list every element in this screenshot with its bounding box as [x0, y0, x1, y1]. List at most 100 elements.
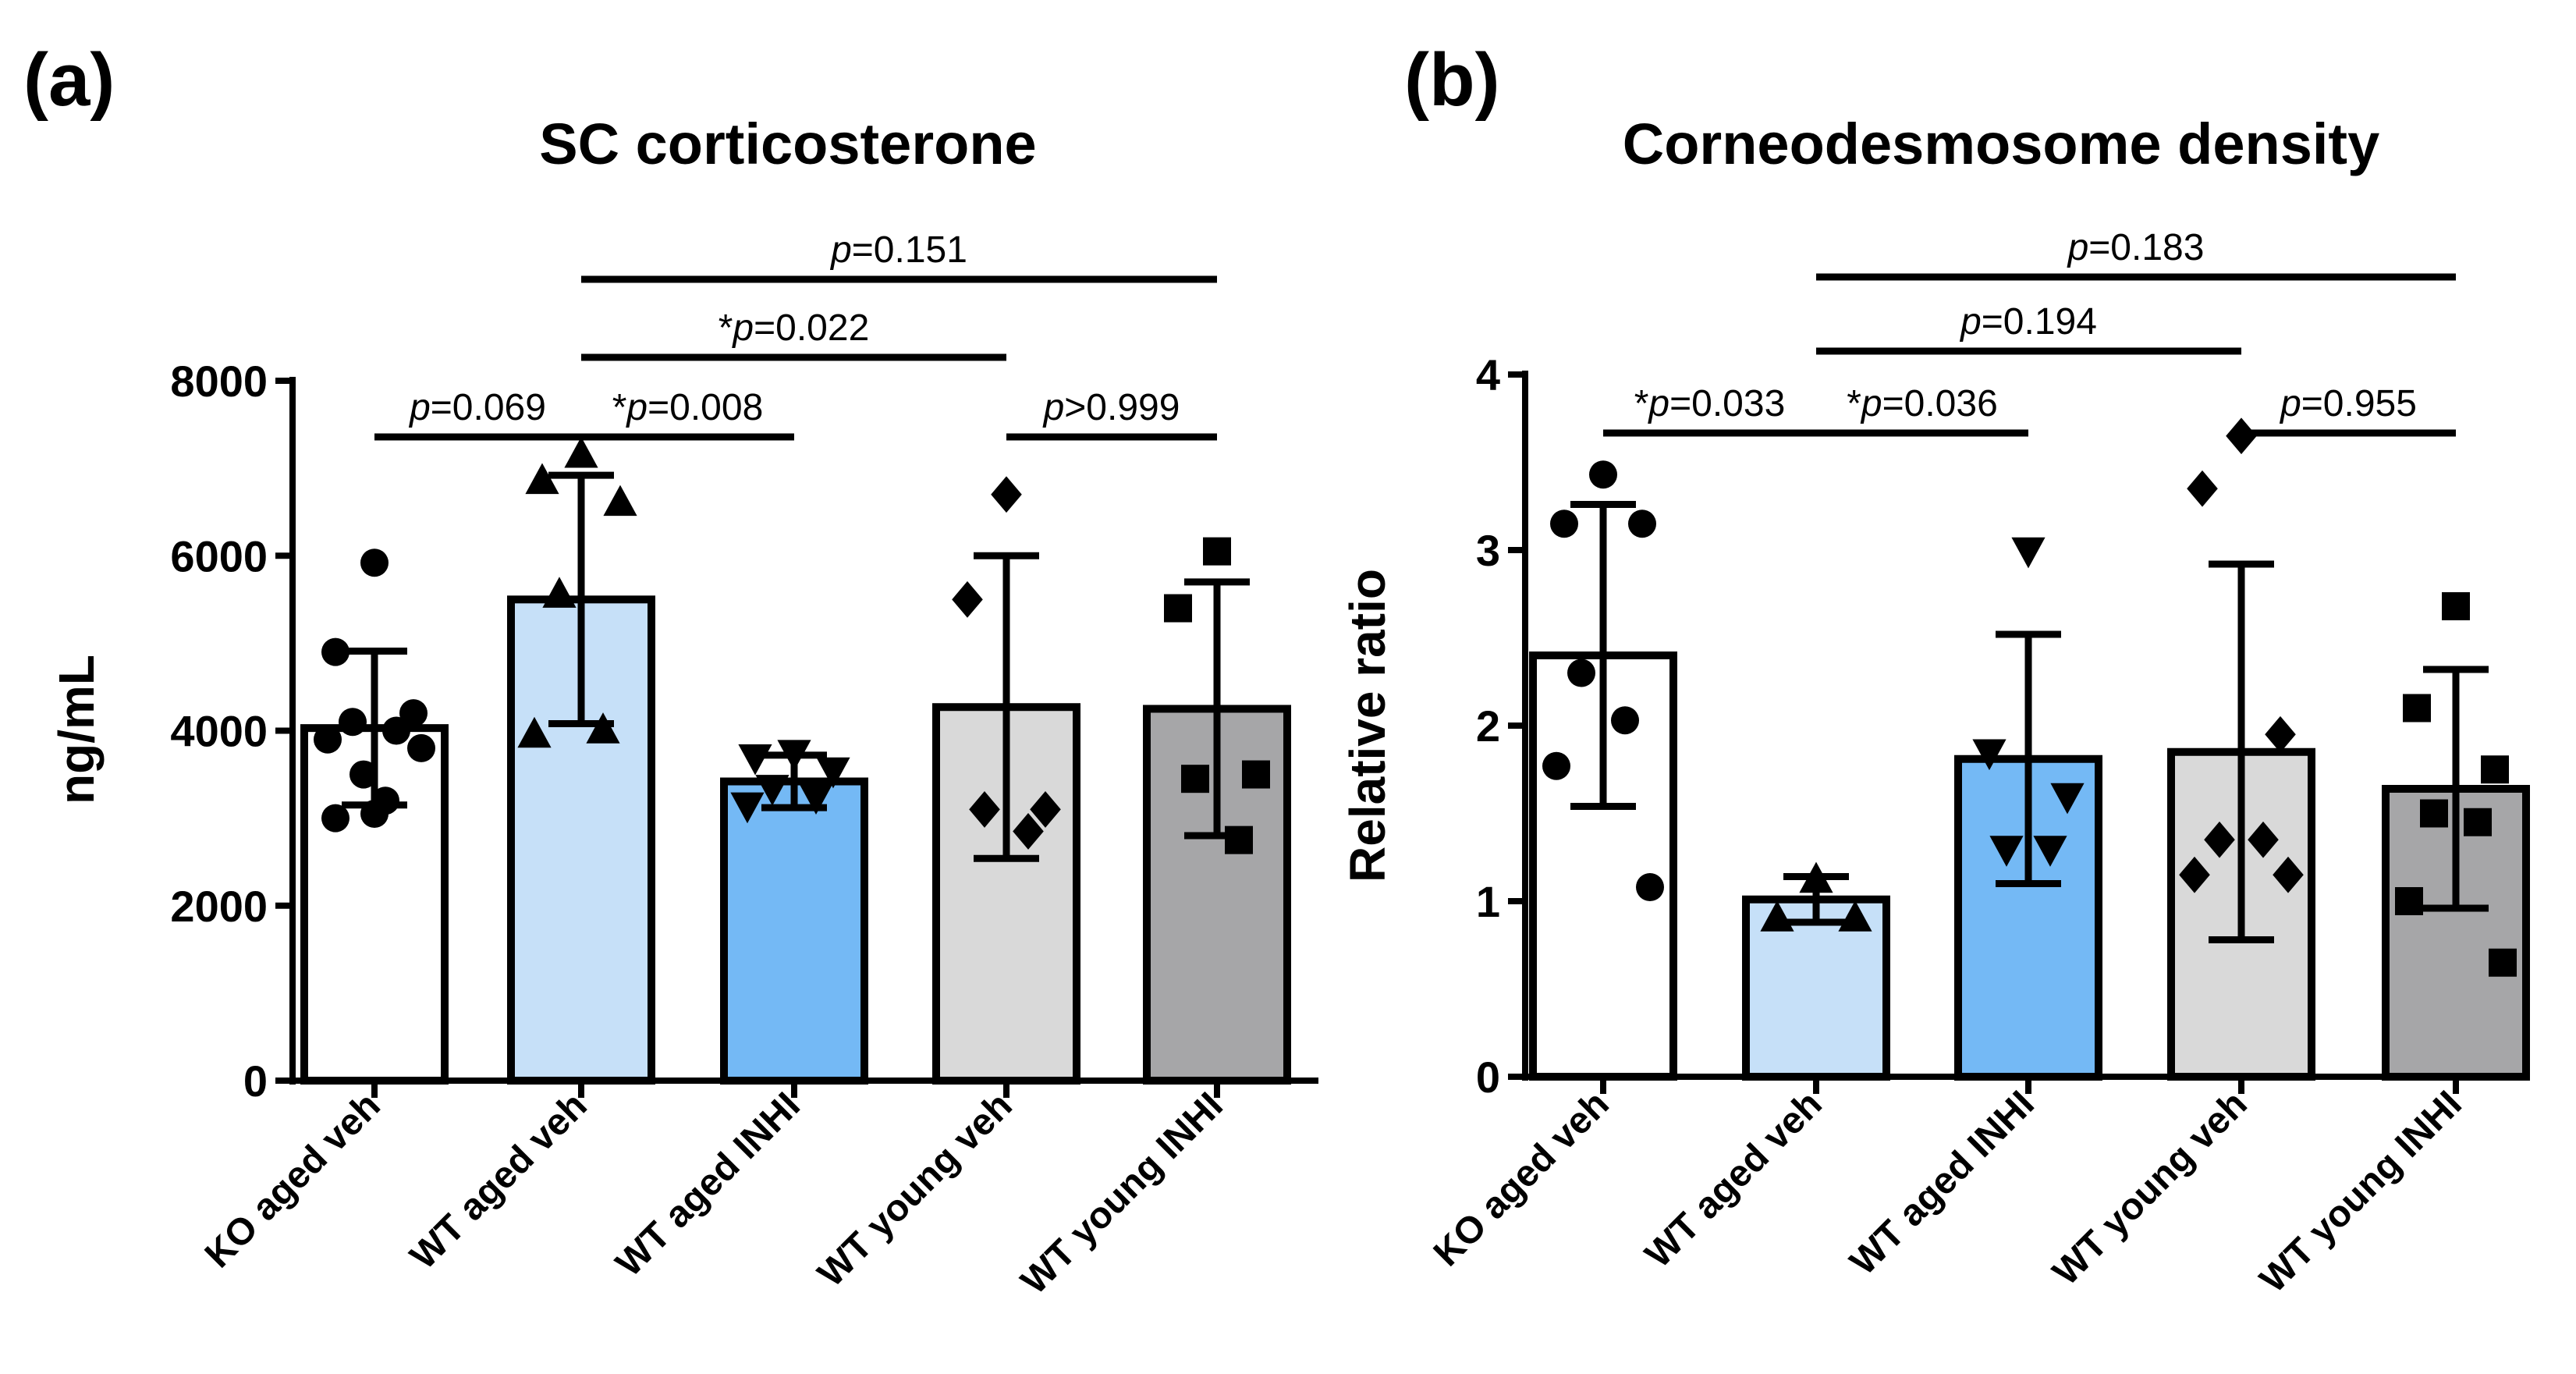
data-point	[2011, 537, 2046, 569]
x-category-label: KO aged veh	[197, 1085, 389, 1276]
data-point	[542, 577, 577, 608]
data-point	[969, 791, 1000, 828]
y-tick-label: 2	[1476, 701, 1500, 751]
data-point	[1550, 509, 1578, 538]
data-point	[1203, 537, 1231, 566]
data-point	[1972, 739, 2007, 771]
y-tick-label: 0	[243, 1056, 268, 1106]
y-axis-label: Relative ratio	[1339, 569, 1396, 882]
data-point	[755, 775, 789, 806]
data-point	[1225, 825, 1253, 854]
data-point	[2033, 836, 2067, 867]
data-point	[1989, 836, 2024, 867]
data-point	[349, 760, 378, 789]
data-point	[816, 757, 850, 789]
data-point	[2464, 808, 2492, 836]
data-point	[321, 804, 349, 833]
data-point	[1542, 751, 1570, 780]
data-point	[2395, 887, 2423, 915]
x-category-label: WT young veh	[2045, 1083, 2255, 1293]
data-point	[1760, 900, 1794, 932]
data-point	[991, 476, 1022, 513]
p-value-label: p=0.151	[829, 229, 967, 271]
y-tick-label: 0	[1476, 1053, 1500, 1102]
data-point	[1636, 873, 1664, 901]
p-value-label: *p=0.022	[719, 307, 870, 349]
p-value-label: *p=0.033	[1634, 383, 1786, 424]
x-category-label: KO aged veh	[1426, 1083, 1617, 1274]
chart-title: Corneodesmosome density	[1623, 112, 2379, 176]
panel-a: (a) SC corticosterone ng/mL 0 2000 4000 6000 80…	[23, 38, 1318, 1302]
data-point	[2204, 821, 2235, 858]
data-point	[730, 792, 765, 824]
data-point	[525, 463, 559, 495]
data-point	[586, 712, 620, 744]
data-point	[382, 716, 410, 745]
data-point	[1567, 659, 1595, 687]
p-value-label: p>0.999	[1042, 387, 1180, 428]
data-point	[1611, 706, 1639, 735]
p-value-label: *p=0.036	[1847, 383, 1998, 424]
data-point	[2179, 856, 2210, 893]
data-point	[952, 580, 983, 618]
x-category-label: WT aged veh	[403, 1085, 595, 1277]
y-tick-label: 2000	[170, 882, 268, 931]
data-point	[314, 725, 342, 754]
data-point	[1589, 460, 1617, 489]
data-point	[2420, 799, 2448, 828]
y-tick-label: 1	[1476, 877, 1500, 926]
y-tick-label: 4000	[170, 707, 268, 756]
data-point	[321, 637, 349, 666]
chart-title: SC corticosterone	[539, 112, 1036, 176]
data-point	[1838, 900, 1872, 932]
panel-b: (b) Corneodesmosome density Relative ratio…	[1339, 38, 2530, 1301]
data-point	[399, 699, 428, 728]
data-point	[738, 744, 772, 776]
data-point	[799, 783, 833, 815]
data-point	[2442, 592, 2470, 620]
data-point	[2265, 715, 2296, 753]
x-category-label: WT aged veh	[1637, 1083, 1830, 1276]
data-point	[777, 740, 811, 771]
x-category-label: WT young veh	[810, 1085, 1020, 1294]
p-value-label: p=0.069	[408, 387, 546, 428]
panel-letter: (b)	[1404, 38, 1500, 122]
y-tick-label: 4	[1476, 350, 1500, 399]
data-point	[1013, 813, 1044, 850]
x-category-label: WT aged INHI	[609, 1085, 808, 1284]
data-point	[2403, 694, 2431, 723]
y-axis-label: ng/mL	[48, 655, 105, 804]
y-tick-label: 6000	[170, 531, 268, 580]
data-point	[1164, 594, 1192, 623]
data-point	[1242, 760, 1270, 789]
p-value-label: p=0.194	[1959, 301, 2097, 343]
data-point	[2187, 470, 2218, 507]
data-point	[1799, 861, 1833, 893]
data-point	[1628, 509, 1656, 538]
data-point	[360, 549, 389, 577]
x-category-label: WT young INHI	[2252, 1083, 2470, 1301]
data-point	[2489, 948, 2517, 977]
p-value-label: p=0.183	[2067, 227, 2205, 268]
y-tick-label: 8000	[170, 357, 268, 406]
data-point	[339, 708, 367, 737]
x-category-label: WT young INHI	[1013, 1085, 1231, 1302]
bar	[720, 777, 868, 1085]
data-point	[564, 436, 598, 468]
p-value-label: p=0.955	[2279, 383, 2417, 424]
data-point	[407, 733, 435, 762]
data-point	[2481, 755, 2509, 784]
data-point	[517, 716, 552, 748]
y-tick-label: 3	[1476, 526, 1500, 575]
p-value-label: *p=0.008	[612, 387, 764, 428]
data-point	[360, 800, 389, 829]
data-point	[1181, 765, 1209, 794]
data-point	[2273, 856, 2304, 893]
panel-letter: (a)	[23, 38, 115, 122]
data-point	[2248, 821, 2279, 858]
data-point	[603, 485, 637, 517]
data-point	[1030, 791, 1061, 828]
data-point	[2050, 783, 2085, 815]
x-category-label: WT aged INHI	[1843, 1083, 2042, 1283]
